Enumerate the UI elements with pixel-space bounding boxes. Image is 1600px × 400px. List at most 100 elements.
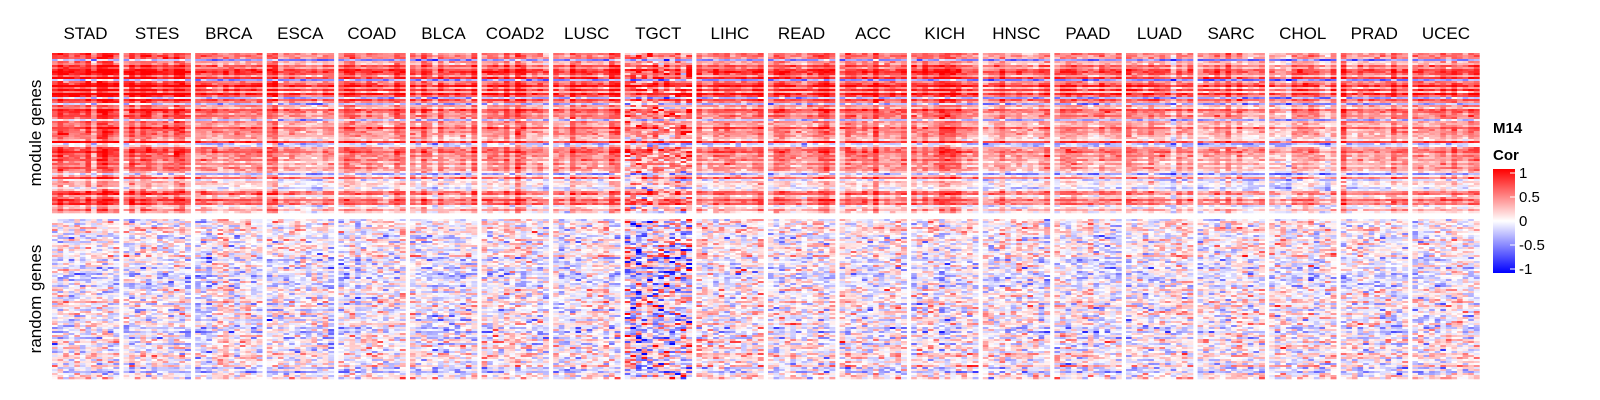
heatmap-cell bbox=[74, 77, 80, 79]
heatmap-cell bbox=[174, 197, 180, 199]
heatmap-cell bbox=[251, 181, 257, 183]
heatmap-cell bbox=[63, 57, 69, 59]
heatmap-cell bbox=[201, 129, 207, 131]
heatmap-cell bbox=[86, 133, 92, 135]
heatmap-cell bbox=[251, 169, 257, 171]
heatmap-cell bbox=[223, 145, 229, 147]
heatmap-cell bbox=[223, 207, 229, 209]
heatmap-cell bbox=[240, 57, 246, 59]
heatmap-cell bbox=[168, 69, 174, 71]
heatmap-cell bbox=[63, 111, 69, 113]
heatmap-cell bbox=[234, 155, 240, 157]
heatmap-cell bbox=[174, 177, 180, 179]
heatmap-cell bbox=[52, 135, 58, 137]
heatmap-cell bbox=[80, 149, 86, 151]
heatmap-cell bbox=[272, 55, 278, 57]
heatmap-cell bbox=[234, 177, 240, 179]
heatmap-cell bbox=[146, 87, 152, 89]
heatmap-cell bbox=[163, 83, 169, 85]
heatmap-cell bbox=[80, 87, 86, 89]
heatmap-cell bbox=[212, 143, 218, 145]
heatmap-cell bbox=[163, 149, 169, 151]
heatmap-cell bbox=[124, 189, 130, 191]
heatmap-cell bbox=[86, 205, 92, 207]
heatmap-cell bbox=[124, 207, 130, 209]
heatmap-cell bbox=[63, 139, 69, 141]
heatmap-cell bbox=[86, 79, 92, 81]
heatmap-cell bbox=[229, 125, 235, 127]
heatmap-cell bbox=[212, 185, 218, 187]
heatmap-cell bbox=[113, 207, 119, 209]
row-group-label-random-genes: random genes bbox=[26, 245, 45, 354]
heatmap-cell bbox=[163, 71, 169, 73]
heatmap-cell bbox=[80, 75, 86, 77]
heatmap-cell bbox=[152, 127, 158, 129]
heatmap-cell bbox=[257, 63, 263, 65]
heatmap-cell bbox=[152, 105, 158, 107]
heatmap-cell bbox=[195, 191, 201, 193]
heatmap-cell bbox=[201, 187, 207, 189]
heatmap-cell bbox=[113, 109, 119, 111]
heatmap-cell bbox=[152, 167, 158, 169]
heatmap-cell bbox=[201, 175, 207, 177]
heatmap-cell bbox=[174, 175, 180, 177]
heatmap-cell bbox=[245, 147, 251, 149]
heatmap-cell bbox=[168, 143, 174, 145]
heatmap-cell bbox=[129, 123, 135, 125]
heatmap-cell bbox=[113, 95, 119, 97]
heatmap-cell bbox=[152, 67, 158, 69]
heatmap-cell bbox=[185, 105, 191, 107]
heatmap-cell bbox=[174, 93, 180, 95]
heatmap-cell bbox=[157, 181, 163, 183]
heatmap-cell bbox=[124, 61, 130, 63]
heatmap-cell bbox=[152, 133, 158, 135]
heatmap-cell bbox=[74, 177, 80, 179]
heatmap-cell bbox=[52, 69, 58, 71]
heatmap-cell bbox=[108, 211, 114, 213]
heatmap-cell bbox=[229, 177, 235, 179]
heatmap-cell bbox=[157, 185, 163, 187]
heatmap-cell bbox=[140, 99, 146, 101]
heatmap-cell bbox=[251, 173, 257, 175]
heatmap-cell bbox=[124, 123, 130, 125]
heatmap-cell bbox=[80, 135, 86, 137]
heatmap-cell bbox=[74, 71, 80, 73]
heatmap-cell bbox=[102, 79, 108, 81]
heatmap-cell bbox=[245, 203, 251, 205]
heatmap-cell bbox=[157, 211, 163, 213]
heatmap-cell bbox=[69, 105, 75, 107]
heatmap-cell bbox=[91, 141, 97, 143]
heatmap-cell bbox=[108, 77, 114, 79]
heatmap-cell bbox=[195, 163, 201, 165]
heatmap-cell bbox=[234, 61, 240, 63]
heatmap-cell bbox=[91, 199, 97, 201]
heatmap-cell bbox=[102, 151, 108, 153]
heatmap-cell bbox=[97, 85, 103, 87]
heatmap-cell bbox=[74, 197, 80, 199]
heatmap-cell bbox=[206, 65, 212, 67]
heatmap-cell bbox=[240, 191, 246, 193]
heatmap-cell bbox=[257, 127, 263, 129]
heatmap-cell bbox=[86, 119, 92, 121]
heatmap-cell bbox=[267, 53, 273, 55]
heatmap-cell bbox=[140, 163, 146, 165]
heatmap-cell bbox=[223, 77, 229, 79]
heatmap-cell bbox=[113, 63, 119, 65]
heatmap-cell bbox=[152, 59, 158, 61]
heatmap-cell bbox=[91, 73, 97, 75]
heatmap-cell bbox=[168, 121, 174, 123]
heatmap-cell bbox=[245, 65, 251, 67]
heatmap-cell bbox=[251, 167, 257, 169]
heatmap-cell bbox=[245, 189, 251, 191]
heatmap-cell bbox=[140, 125, 146, 127]
heatmap-cell bbox=[69, 95, 75, 97]
heatmap-cell bbox=[201, 109, 207, 111]
heatmap-cell bbox=[63, 129, 69, 131]
heatmap-cell bbox=[108, 139, 114, 141]
heatmap-cell bbox=[206, 123, 212, 125]
heatmap-cell bbox=[152, 191, 158, 193]
heatmap-cell bbox=[157, 199, 163, 201]
heatmap-cell bbox=[129, 121, 135, 123]
heatmap-cell bbox=[185, 83, 191, 85]
heatmap-cell bbox=[152, 205, 158, 207]
